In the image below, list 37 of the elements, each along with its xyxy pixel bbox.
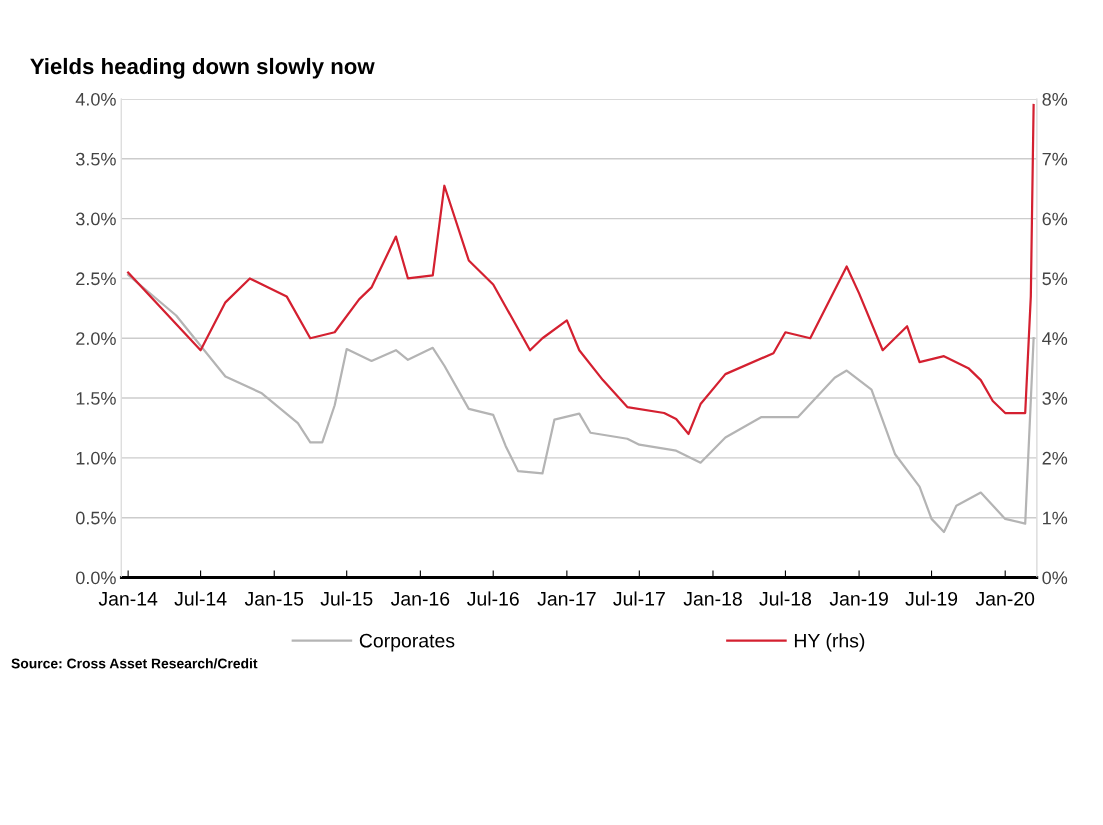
x-tick-label: Jan-17	[537, 592, 596, 606]
y-tick-label: 3.5%	[76, 152, 116, 166]
y2-tick-label: 8%	[1042, 92, 1068, 106]
y2-tick-label: 2%	[1042, 451, 1068, 465]
x-tick-label: Jan-19	[829, 591, 888, 606]
source-note: Source: Cross Asset Research/Credit	[11, 658, 258, 669]
y-tick-label: 1.0%	[76, 451, 116, 465]
legend-label: HY (rhs)	[794, 633, 865, 652]
y2-tick-label: 6%	[1042, 212, 1068, 226]
x-tick-label: Jul-16	[467, 591, 519, 606]
y-tick-label: 3.0%	[76, 212, 116, 226]
y-tick-label: 2.5%	[76, 272, 116, 286]
x-tick-label: Jul-19	[905, 591, 958, 606]
legend-label: Corporates	[359, 633, 455, 652]
y2-tick-label: 4%	[1042, 332, 1068, 345]
x-tick-label: Jan-20	[975, 591, 1035, 606]
x-tick-label: Jul-14	[174, 591, 227, 606]
x-tick-label: Jul-17	[613, 591, 665, 606]
x-tick-label: Jul-18	[759, 591, 812, 606]
y2-tick-label: 0%	[1042, 571, 1068, 585]
y-tick-label: 0.5%	[76, 511, 116, 525]
y-tick-label: 4.0%	[75, 92, 116, 106]
line-series	[127, 103, 1035, 436]
chart-title: Yields heading down slowly now	[30, 57, 375, 79]
y2-tick-label: 7%	[1042, 152, 1068, 166]
line-series	[127, 273, 1035, 534]
x-tick-label: Jul-15	[320, 591, 373, 606]
y-tick-label: 0.0%	[76, 571, 116, 585]
y-tick-label: 2.0%	[76, 332, 116, 345]
x-tick-label: Jan-14	[98, 592, 158, 606]
x-tick-label: Jan-15	[244, 592, 304, 606]
x-tick-label: Jan-16	[390, 591, 450, 606]
y2-tick-label: 5%	[1042, 272, 1068, 286]
y-tick-label: 1.5%	[76, 392, 116, 405]
y2-tick-label: 1%	[1043, 511, 1068, 525]
x-tick-label: Jan-18	[683, 591, 742, 606]
y2-tick-label: 3%	[1042, 392, 1068, 405]
